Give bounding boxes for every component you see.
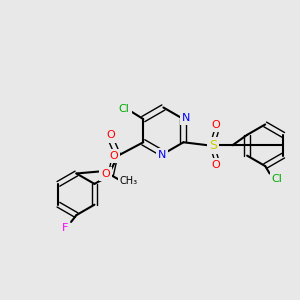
Text: O: O (110, 151, 118, 161)
Text: O: O (212, 160, 220, 170)
Text: Cl: Cl (118, 104, 129, 114)
Text: O: O (101, 169, 110, 179)
Text: O: O (212, 120, 220, 130)
Text: CH₃: CH₃ (120, 176, 138, 186)
Text: S: S (209, 139, 217, 152)
Text: N: N (182, 112, 190, 123)
Text: O: O (106, 130, 115, 140)
Text: N: N (158, 150, 166, 161)
Text: F: F (62, 223, 68, 233)
Text: Cl: Cl (272, 174, 283, 184)
